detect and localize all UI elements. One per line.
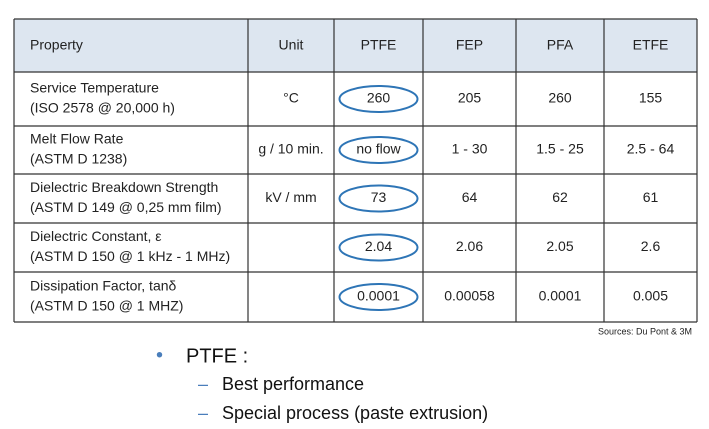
bullet-sub: Best performance bbox=[222, 374, 364, 394]
header-cell: FEP bbox=[456, 37, 483, 53]
property-name: Dielectric Constant, ε bbox=[30, 228, 162, 244]
property-standard: (ISO 2578 @ 20,000 h) bbox=[30, 100, 175, 116]
property-name: Melt Flow Rate bbox=[30, 131, 124, 147]
cell: 62 bbox=[552, 189, 568, 205]
cell: 2.6 bbox=[641, 238, 661, 254]
cell: 260 bbox=[548, 90, 572, 106]
cell: 0.0001 bbox=[357, 288, 400, 304]
property-name: Service Temperature bbox=[30, 80, 159, 96]
highlight-ellipse bbox=[338, 283, 419, 311]
cell: 0.005 bbox=[633, 288, 668, 304]
header-cell: Unit bbox=[279, 37, 304, 53]
cell: 2.05 bbox=[546, 238, 573, 254]
header-cell: PFA bbox=[547, 37, 574, 53]
cell: 0.00058 bbox=[444, 288, 495, 304]
cell: kV / mm bbox=[265, 189, 316, 205]
cell: 64 bbox=[462, 189, 478, 205]
header-background bbox=[14, 19, 697, 72]
bullet-dot: • bbox=[156, 344, 163, 366]
cell: 2.5 - 64 bbox=[627, 141, 675, 157]
cell: 1.5 - 25 bbox=[536, 141, 584, 157]
property-standard: (ASTM D 150 @ 1 MHZ) bbox=[30, 298, 183, 314]
dash: – bbox=[198, 374, 208, 394]
property-name: Dielectric Breakdown Strength bbox=[30, 179, 218, 195]
header-cell: PTFE bbox=[361, 37, 397, 53]
highlight-ellipse bbox=[338, 136, 419, 164]
cell: no flow bbox=[356, 141, 401, 157]
cell: °C bbox=[283, 90, 299, 106]
cell: 260 bbox=[367, 90, 391, 106]
property-standard: (ASTM D 149 @ 0,25 mm film) bbox=[30, 199, 222, 215]
cell: 2.04 bbox=[365, 238, 392, 254]
bullet-sub: Special process (paste extrusion) bbox=[222, 403, 488, 423]
header-cell: Property bbox=[30, 37, 83, 53]
cell: 61 bbox=[643, 189, 659, 205]
cell: 2.06 bbox=[456, 238, 483, 254]
property-name: Dissipation Factor, tanδ bbox=[30, 278, 177, 294]
cell: 1 - 30 bbox=[452, 141, 488, 157]
highlight-ellipse bbox=[338, 184, 419, 213]
cell: 155 bbox=[639, 90, 663, 106]
highlight-ellipse bbox=[338, 233, 419, 262]
cell: 0.0001 bbox=[539, 288, 582, 304]
highlight-ellipse bbox=[338, 85, 419, 113]
property-standard: (ASTM D 150 @ 1 kHz - 1 MHz) bbox=[30, 248, 230, 264]
property-standard: (ASTM D 1238) bbox=[30, 151, 127, 167]
sources: Sources: Du Pont & 3M bbox=[598, 326, 692, 336]
bullet-main: PTFE : bbox=[186, 345, 248, 367]
cell: g / 10 min. bbox=[258, 141, 323, 157]
dash: – bbox=[198, 403, 208, 423]
header-cell: ETFE bbox=[633, 37, 669, 53]
cell: 73 bbox=[371, 189, 387, 205]
cell: 205 bbox=[458, 90, 482, 106]
